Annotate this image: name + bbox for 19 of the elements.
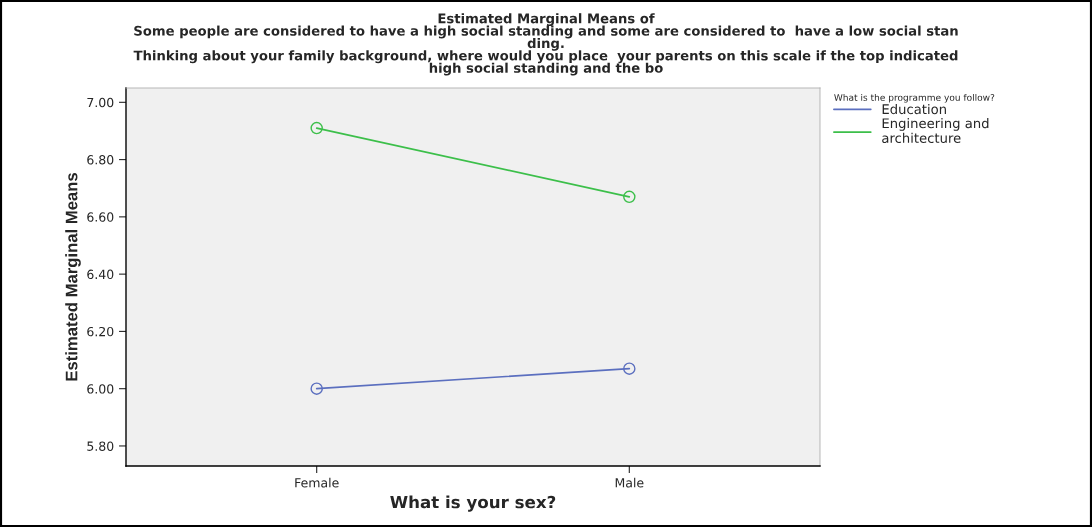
legend-title: What is the programme you follow?	[834, 93, 995, 103]
point	[310, 121, 323, 135]
legend-label: Engineering and architecture	[882, 118, 989, 144]
point	[623, 362, 636, 375]
y-axis-title: Estimated Marginal Means	[65, 173, 81, 381]
chart-title: Estimated Marginal Means of Some people are considered to have a high social standing and some are considered to have a low social stan ding. Thinking about your family background, where would you place your parents on this scale if the top indicated high social standing and the bo	[133, 13, 958, 76]
y-tick-label: 6.20	[87, 326, 114, 337]
y-tick-label: 5.80	[87, 441, 114, 451]
y-tick-label: 6.80	[87, 155, 114, 165]
x-axis-title: What is your sex?	[390, 495, 556, 512]
x-tick-label: Male	[615, 477, 644, 488]
point	[623, 190, 636, 204]
y-tick-label: 6.00	[87, 384, 114, 394]
x-tick-label: Female	[295, 477, 339, 488]
legend-label: Education	[882, 103, 946, 115]
y-tick-label: 7.00	[87, 97, 114, 108]
point	[310, 382, 323, 395]
y-tick-label: 6.40	[87, 269, 114, 280]
y-tick-label: 6.60	[87, 212, 114, 222]
